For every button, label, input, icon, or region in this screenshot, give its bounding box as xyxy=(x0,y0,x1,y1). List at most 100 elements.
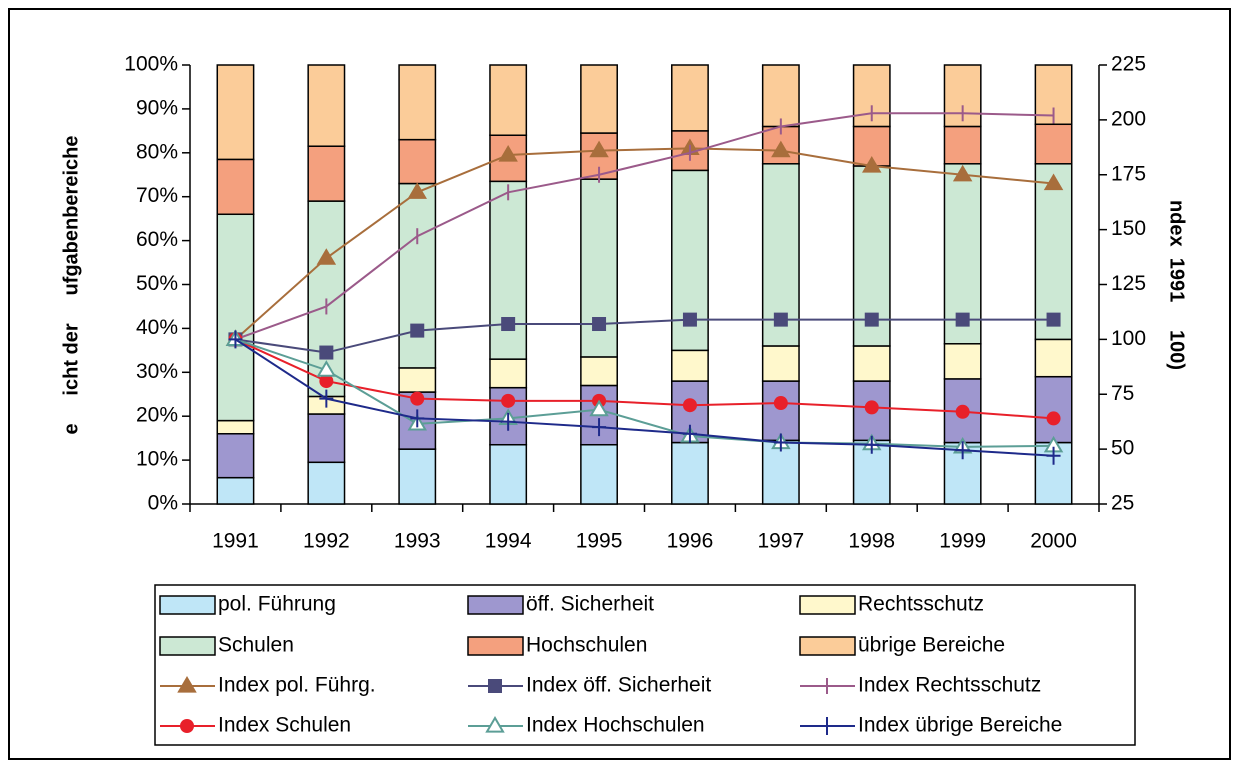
line-marker xyxy=(864,435,879,454)
line-marker xyxy=(228,330,243,349)
line-marker xyxy=(410,323,425,338)
line-marker xyxy=(682,398,697,413)
y-tick-label: 60% xyxy=(136,228,178,251)
bar-segment xyxy=(307,461,346,505)
line-marker xyxy=(319,389,334,408)
bar-segment xyxy=(1034,163,1073,341)
line-marker xyxy=(773,396,788,411)
y2-axis-title: ndex 1991 100) xyxy=(1166,200,1188,370)
line-marker xyxy=(864,312,879,327)
bar-segment xyxy=(398,138,437,185)
bar-segment xyxy=(398,448,437,505)
y-tick-label: 0% xyxy=(148,492,178,515)
bar-segment xyxy=(852,345,891,382)
legend-marker xyxy=(485,716,505,733)
x-tick-label: 1995 xyxy=(576,530,623,553)
bar-segment xyxy=(216,213,255,422)
x-tick-label: 1999 xyxy=(939,530,986,553)
x-tick-label: 1996 xyxy=(667,530,714,553)
line-marker xyxy=(319,374,334,389)
legend-box xyxy=(154,584,1136,746)
bar-segment xyxy=(852,380,891,442)
y2-tick-label: 75 xyxy=(1111,382,1134,405)
line-marker xyxy=(410,409,425,428)
line-marker xyxy=(773,433,788,452)
line-marker xyxy=(501,317,516,332)
line-marker xyxy=(589,140,609,158)
legend-marker xyxy=(820,717,834,735)
y-tick-label: 20% xyxy=(136,404,178,427)
legend-label: Index Rechtsschutz xyxy=(858,674,1041,697)
bar-segment xyxy=(580,443,618,505)
bar-segment xyxy=(580,64,618,134)
legend-label: öff. Sicherheit xyxy=(526,593,654,616)
y2-tick-label: 200 xyxy=(1111,107,1146,130)
bar-segment xyxy=(489,443,528,505)
x-tick-label: 1993 xyxy=(394,530,441,553)
line-marker xyxy=(862,155,882,173)
line-marker xyxy=(589,399,609,417)
line-marker xyxy=(1046,312,1061,327)
line-marker xyxy=(952,164,973,182)
line-marker xyxy=(955,312,970,327)
x-tick-label: 2000 xyxy=(1030,530,1077,553)
bar-segment xyxy=(216,433,255,479)
x-tick-label: 1994 xyxy=(485,530,532,553)
line xyxy=(235,112,1054,341)
y-tick-label: 100% xyxy=(124,53,178,76)
legend-label: Hochschulen xyxy=(526,634,647,657)
bar-segment xyxy=(398,64,437,141)
x-tick-label: 1998 xyxy=(848,530,895,553)
bar-segment xyxy=(216,64,255,161)
bar-segment xyxy=(216,476,255,505)
x-tick-label: 1997 xyxy=(757,530,804,553)
y-tick-label: 50% xyxy=(136,272,178,295)
legend-swatch xyxy=(799,595,856,615)
line-marker xyxy=(1043,173,1064,191)
bar-segment xyxy=(398,182,437,369)
line-marker xyxy=(501,393,516,408)
bar-segment xyxy=(761,64,800,128)
legend-swatch xyxy=(467,595,524,615)
legend-label: Index übrige Bereiche xyxy=(858,714,1062,737)
bar-segment xyxy=(1034,338,1073,378)
bar-segment xyxy=(216,158,255,216)
legend-label: Index pol. Führg. xyxy=(218,674,376,697)
bar-segment xyxy=(943,125,982,165)
bar-segment xyxy=(943,343,982,380)
bar-segment xyxy=(1034,123,1073,165)
legend-swatch xyxy=(159,595,216,615)
x-tick-label: 1992 xyxy=(303,530,350,553)
y2-tick-label: 25 xyxy=(1111,492,1134,515)
line-marker xyxy=(407,182,427,199)
line-marker xyxy=(682,312,697,327)
legend-label: Rechtsschutz xyxy=(858,593,984,616)
line-marker xyxy=(410,391,425,406)
bar-segment xyxy=(489,134,528,183)
line-marker xyxy=(682,424,697,443)
y2-tick-label: 150 xyxy=(1111,217,1146,240)
line-marker xyxy=(316,360,337,377)
legend-marker xyxy=(180,719,194,733)
legend-label: pol. Führung xyxy=(218,593,336,616)
bar-segment xyxy=(216,419,255,435)
bar-segment xyxy=(671,64,709,132)
line-marker xyxy=(864,400,879,415)
line xyxy=(235,338,1054,448)
y-tick-label: 70% xyxy=(136,184,178,207)
bar-segment xyxy=(761,345,800,382)
chart-border xyxy=(8,8,1231,760)
x-tick-label: 1991 xyxy=(212,530,259,553)
y-tick-label: 10% xyxy=(136,448,178,471)
y2-tick-label: 125 xyxy=(1111,272,1146,295)
line-marker xyxy=(771,140,791,158)
legend-marker xyxy=(488,679,502,693)
bar-segment xyxy=(307,413,346,464)
line-marker xyxy=(955,441,970,460)
line xyxy=(235,338,1054,420)
line-marker xyxy=(498,145,518,162)
line-marker xyxy=(1046,446,1061,465)
line-marker xyxy=(1046,411,1061,426)
line-marker xyxy=(773,312,788,327)
